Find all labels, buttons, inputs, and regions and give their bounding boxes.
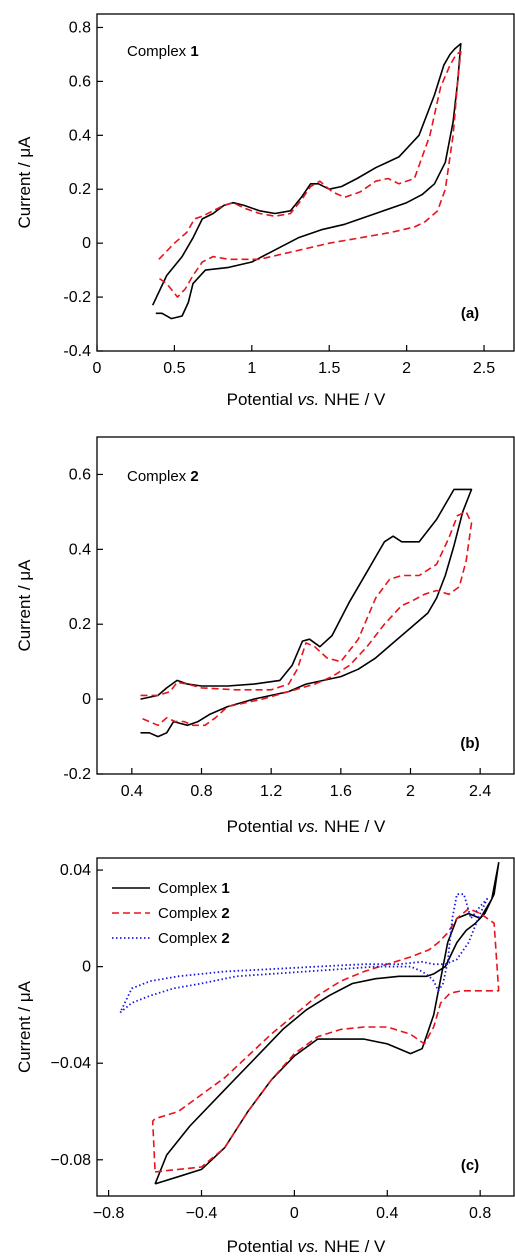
y-tick-label: 0 [82, 235, 91, 252]
y-tick-label: 0.2 [69, 181, 91, 198]
legend-entry-part: 1 [221, 880, 229, 897]
plot-frame [96, 436, 515, 775]
y-tick-label: 0.6 [69, 466, 91, 483]
y-tick-label: -0.2 [63, 289, 91, 306]
x-tick-label: −0.4 [186, 1205, 218, 1222]
y-axis-label: Current / μA [15, 559, 34, 652]
legend-entry-part: 2 [221, 905, 229, 922]
legend-entry: Complex 2 [158, 905, 230, 922]
x-axis-label: Potential vs. NHE / V [227, 1237, 386, 1256]
y-tick-label: 0.8 [69, 19, 91, 36]
x-tick-label: 0.4 [121, 783, 143, 800]
x-tick-label: 1.2 [260, 783, 282, 800]
series-line-1 [154, 861, 500, 1185]
y-tick-label: 0 [82, 691, 91, 708]
x-tick-label: 0.4 [376, 1205, 398, 1222]
panel-label: (a) [461, 305, 479, 322]
y-axis-label: Current / μA [15, 980, 34, 1073]
series-line-1 [151, 42, 462, 320]
x-tick-label: −0.8 [93, 1205, 125, 1222]
y-tick-label: −0.04 [51, 1055, 92, 1072]
y-tick-label: 0.04 [60, 862, 91, 879]
plot-area [151, 42, 462, 320]
panel-label: (c) [461, 1157, 479, 1174]
x-axis-label: Potential vs. NHE / V [227, 390, 386, 409]
series-line-1 [140, 488, 473, 738]
x-tick-label: 2 [402, 360, 411, 377]
y-tick-label: −0.08 [51, 1152, 92, 1169]
x-tick-label: 0.5 [163, 360, 185, 377]
complex-annotation: Complex 1 [127, 43, 199, 60]
y-tick-label: -0.4 [63, 343, 91, 360]
complex-annotation: Complex 2 [127, 468, 199, 485]
x-axis-label-part: NHE / V [319, 390, 386, 409]
x-axis-label-part: vs. [298, 817, 320, 836]
x-tick-label: 1 [247, 360, 256, 377]
x-axis-label-part: Potential [227, 817, 298, 836]
legend-entry-part: 2 [221, 930, 229, 947]
chart-panel-1: 0 0.5 1 1.5 2 2.5 -0.4 -0.2 0 0.2 0.4 0.6 0.8 Potenti… [15, 13, 515, 409]
x-axis-label-part: vs. [298, 1237, 320, 1256]
y-tick-label: 0 [82, 959, 91, 976]
legend-entry-part: Complex [158, 905, 221, 922]
y-tick-label: 0.6 [69, 73, 91, 90]
x-tick-label: 1.5 [318, 360, 340, 377]
x-axis-label: Potential vs. NHE / V [227, 817, 386, 836]
chart-panel-2: 0.4 0.8 1.2 1.6 2 2.4 -0.2 0 0.2 0.4 0.6 Potential … [15, 436, 515, 836]
legend-entry-part: Complex [158, 880, 221, 897]
plot-area [140, 488, 473, 738]
series-line-2 [140, 511, 473, 727]
y-tick-label: 0.4 [69, 127, 91, 144]
series-line-2 [158, 50, 462, 298]
x-tick-label: 0.8 [469, 1205, 491, 1222]
x-tick-label: 0 [290, 1205, 299, 1222]
chart-panel-3: −0.8 −0.4 0 0.4 0.8 −0.08 −0.04 0 0.04 Potential … [15, 857, 515, 1256]
x-tick-label: 0 [93, 360, 102, 377]
y-tick-label: 0.4 [69, 541, 91, 558]
x-axis-label-part: vs. [298, 390, 320, 409]
legend-entry: Complex 1 [158, 880, 230, 897]
x-axis-label-part: Potential [227, 1237, 298, 1256]
annotation-part: Complex [127, 43, 190, 60]
x-tick-label: 1.6 [330, 783, 352, 800]
legend-entry-part: Complex [158, 930, 221, 947]
x-tick-label: 2.4 [469, 783, 491, 800]
x-axis-label-part: NHE / V [319, 1237, 386, 1256]
plot-frame [96, 13, 515, 352]
x-tick-label: 0.8 [190, 783, 212, 800]
annotation-part: Complex [127, 468, 190, 485]
annotation-part: 2 [190, 468, 198, 485]
x-tick-label: 2 [406, 783, 415, 800]
annotation-part: 1 [190, 43, 198, 60]
x-tick-label: 2.5 [473, 360, 495, 377]
series-line-2 [151, 907, 500, 1173]
plot-area [119, 861, 500, 1185]
panel-label: (b) [460, 735, 479, 752]
legend-entry: Complex 2 [158, 930, 230, 947]
y-tick-label: 0.2 [69, 616, 91, 633]
x-axis-label-part: NHE / V [319, 817, 386, 836]
y-tick-label: -0.2 [63, 766, 91, 783]
plot-frame [96, 857, 515, 1197]
y-axis-label: Current / μA [15, 136, 34, 229]
x-axis-label-part: Potential [227, 390, 298, 409]
